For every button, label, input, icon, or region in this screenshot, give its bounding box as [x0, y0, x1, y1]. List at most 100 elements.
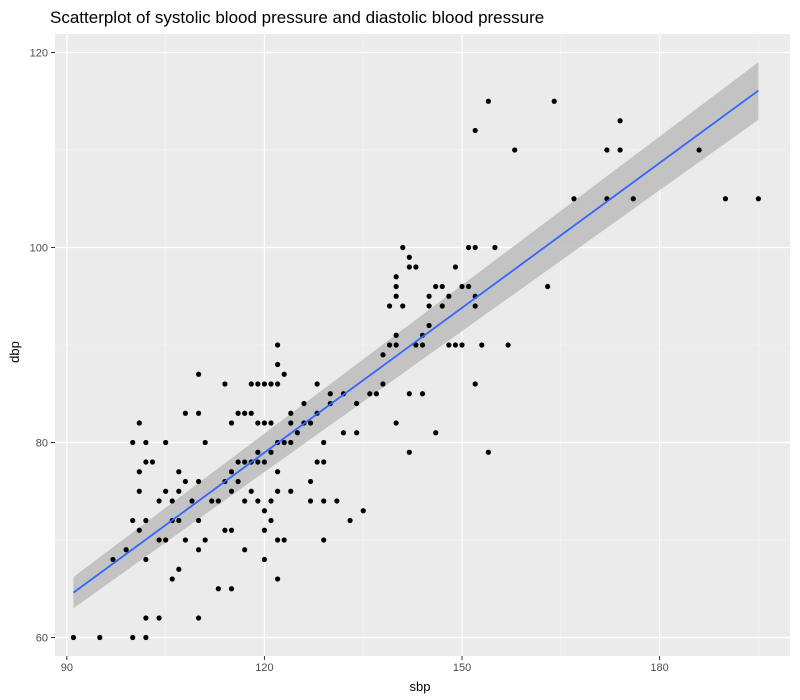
data-point — [288, 410, 294, 416]
data-point — [327, 391, 333, 397]
data-point — [360, 508, 366, 514]
data-point — [143, 615, 149, 621]
data-point — [195, 410, 202, 416]
data-point — [459, 342, 465, 348]
data-point — [288, 488, 294, 494]
data-point — [307, 478, 314, 485]
data-point — [466, 244, 472, 251]
data-point — [439, 283, 445, 290]
data-point — [307, 498, 314, 504]
data-point — [136, 420, 142, 426]
data-point — [307, 420, 314, 426]
data-point — [340, 430, 347, 436]
data-point — [288, 439, 294, 446]
data-point — [143, 459, 149, 465]
data-point — [275, 361, 281, 368]
data-point — [393, 342, 399, 348]
data-point — [380, 381, 386, 387]
data-point — [393, 283, 399, 290]
data-point — [459, 283, 465, 290]
data-point — [143, 634, 149, 641]
data-point — [406, 449, 412, 455]
data-point — [446, 293, 452, 299]
y-axis: 60 80 100 120 — [30, 48, 55, 644]
data-point — [228, 420, 235, 426]
data-point — [755, 196, 761, 202]
data-point — [334, 498, 340, 504]
data-point — [169, 576, 175, 582]
data-point — [97, 634, 103, 641]
data-point — [70, 634, 77, 641]
data-point — [228, 469, 235, 475]
data-point — [393, 274, 399, 280]
data-point — [255, 459, 261, 465]
data-point — [235, 410, 241, 416]
data-point — [228, 527, 235, 533]
data-point — [426, 322, 432, 329]
data-point — [545, 283, 551, 290]
data-point — [156, 615, 162, 621]
data-point — [255, 381, 261, 387]
data-point — [393, 293, 399, 299]
x-tick-label: 90 — [61, 662, 73, 674]
data-point — [169, 498, 175, 504]
data-point — [163, 537, 169, 543]
data-point — [722, 196, 729, 202]
data-point — [136, 527, 142, 533]
data-point — [136, 488, 142, 494]
data-point — [419, 342, 426, 348]
data-point — [130, 517, 136, 524]
data-point — [452, 264, 459, 270]
data-point — [321, 537, 327, 543]
data-point — [182, 478, 189, 485]
data-point — [400, 244, 406, 251]
data-point — [604, 147, 610, 153]
data-point — [406, 391, 412, 397]
data-point — [354, 400, 360, 407]
data-point — [393, 420, 399, 426]
data-point — [261, 420, 268, 426]
data-point — [485, 98, 491, 104]
data-point — [617, 118, 623, 124]
y-tick-label: 100 — [30, 243, 48, 255]
data-point — [446, 342, 452, 348]
data-point — [281, 439, 287, 446]
data-point — [551, 98, 557, 104]
data-point — [275, 381, 281, 387]
data-point — [261, 527, 268, 533]
y-tick-label: 80 — [36, 437, 48, 449]
x-tick-label: 120 — [255, 662, 273, 674]
fit-line-layer — [72, 89, 759, 594]
data-point — [268, 381, 274, 387]
data-point — [268, 498, 274, 504]
data-point — [222, 527, 228, 533]
data-point — [176, 469, 182, 475]
data-point — [202, 537, 208, 543]
data-point — [275, 469, 281, 475]
data-point — [281, 371, 287, 377]
data-point — [222, 381, 228, 387]
data-point — [321, 459, 327, 465]
confidence-band — [73, 62, 759, 609]
data-point — [242, 498, 248, 504]
data-point — [268, 449, 274, 455]
data-point — [347, 517, 353, 524]
data-point — [176, 517, 182, 524]
data-point — [406, 264, 412, 270]
data-point — [630, 196, 636, 202]
data-point — [314, 381, 320, 387]
data-point — [143, 439, 149, 446]
data-point — [195, 615, 202, 621]
data-point — [485, 449, 491, 455]
data-point — [149, 459, 156, 465]
data-point — [314, 459, 320, 465]
data-point — [275, 537, 281, 543]
data-point — [228, 586, 235, 592]
data-point — [505, 342, 511, 348]
data-point — [472, 303, 478, 309]
data-point — [275, 342, 281, 348]
data-point — [294, 430, 300, 436]
data-point — [261, 459, 268, 465]
data-point — [617, 147, 623, 153]
data-point — [242, 459, 248, 465]
